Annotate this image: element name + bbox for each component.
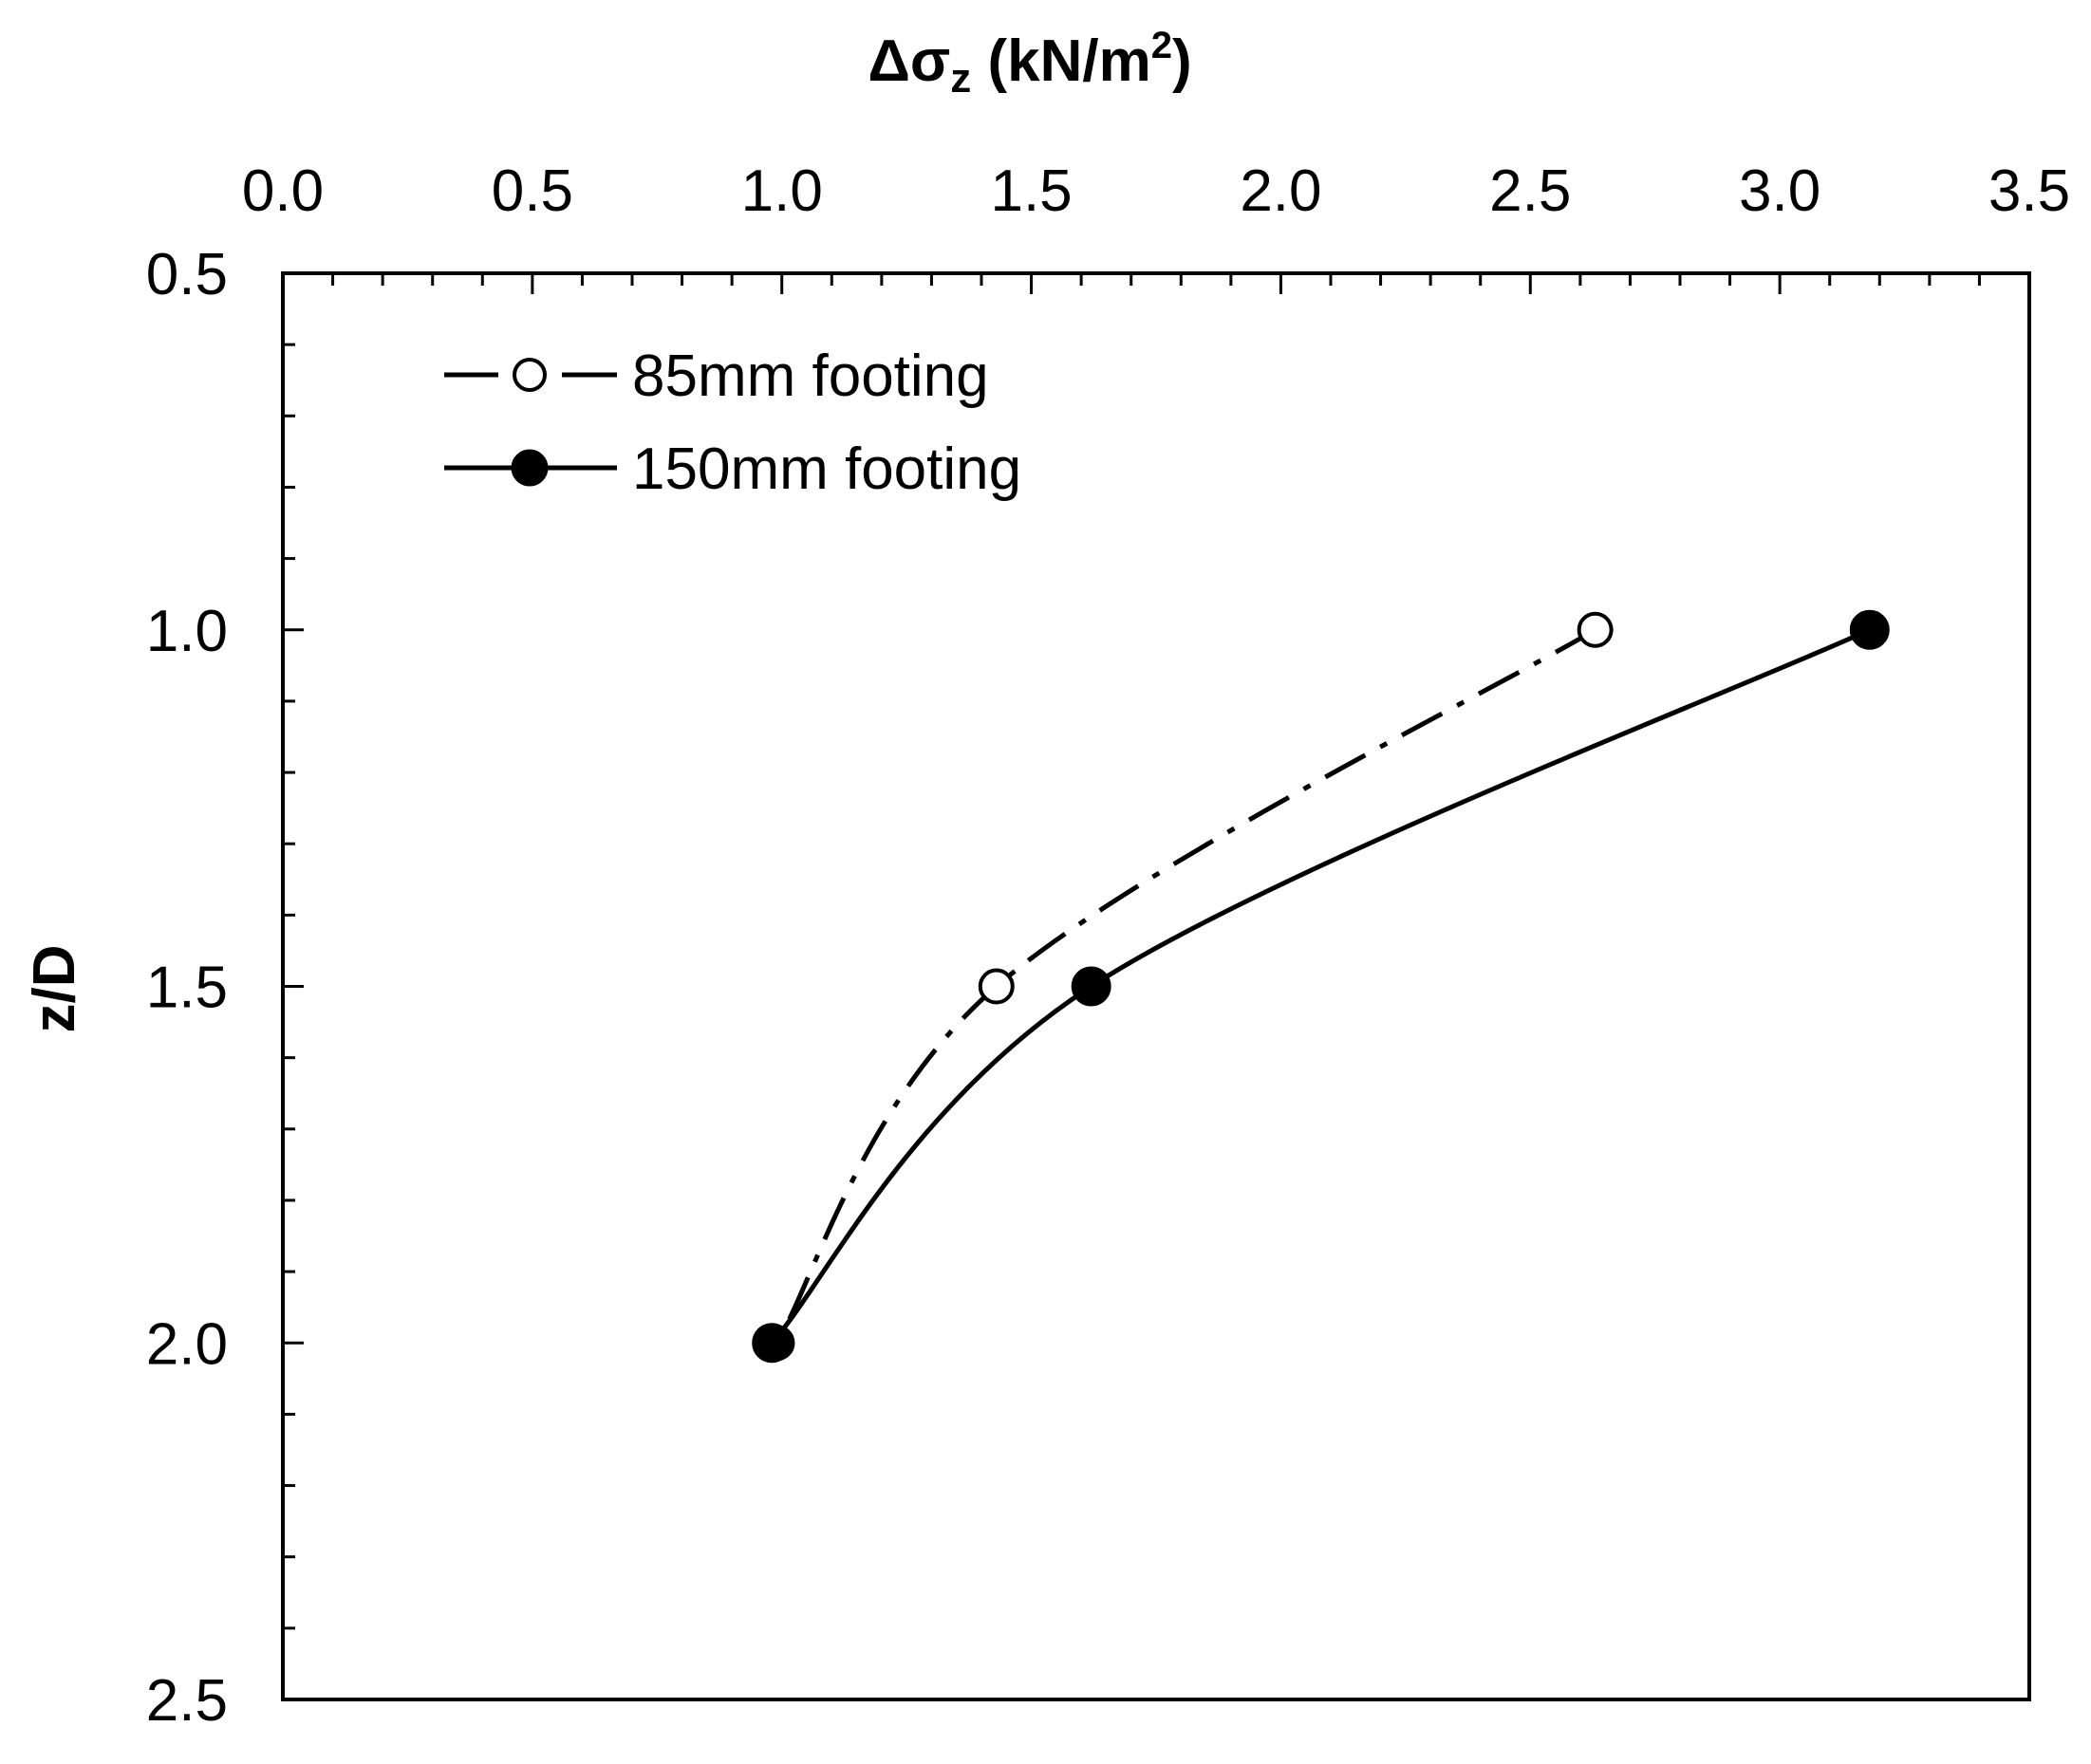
legend-marker-filled-circle — [511, 449, 549, 487]
x-tick-label: 3.0 — [1739, 158, 1820, 224]
x-tick-label: 2.0 — [1240, 158, 1321, 224]
x-tick-label: 3.5 — [1988, 158, 2070, 224]
data-point-filled — [1071, 966, 1111, 1007]
x-tick-label: 1.5 — [990, 158, 1072, 224]
x-tick-label: 1.0 — [741, 158, 823, 224]
y-tick-label: 2.5 — [146, 1668, 228, 1734]
plot-frame — [281, 271, 2031, 1701]
y-tick-label: 0.5 — [146, 242, 228, 307]
y-tick-label: 2.0 — [146, 1311, 228, 1377]
legend-item-85mm: 85mm footing — [444, 344, 989, 409]
y-tick-label: 1.5 — [146, 956, 228, 1021]
data-point-filled — [752, 1323, 793, 1364]
x-tick-label: 0.0 — [242, 158, 324, 224]
x-axis-title: Δσz (kN/m2) — [868, 25, 1191, 102]
series-line-1 — [770, 627, 1871, 1345]
legend: 85mm footing 150mm footing — [444, 344, 1021, 502]
series-line-0 — [775, 627, 1596, 1345]
series-layer — [752, 609, 1890, 1364]
ticks-layer — [281, 271, 2031, 1701]
data-point-open — [978, 968, 1015, 1005]
x-tick-labels: 0.0 0.5 1.0 1.5 2.0 2.5 3.0 3.5 — [242, 158, 2070, 224]
legend-label-85mm: 85mm footing — [632, 344, 989, 409]
legend-item-150mm: 150mm footing — [444, 436, 1021, 502]
x-tick-label: 0.5 — [492, 158, 573, 224]
data-point-open — [1577, 611, 1614, 648]
y-axis-title: z/D — [22, 945, 87, 1033]
x-axis-title-superscript: 2 — [1151, 25, 1172, 66]
data-point-filled — [1849, 609, 1890, 650]
x-tick-label: 2.5 — [1489, 158, 1571, 224]
y-tick-labels: 0.5 1.0 1.5 2.0 2.5 — [146, 242, 228, 1734]
y-tick-label: 1.0 — [146, 599, 228, 664]
legend-label-150mm: 150mm footing — [632, 436, 1021, 502]
legend-marker-open-circle — [513, 358, 547, 392]
x-axis-title-subscript: z — [950, 55, 971, 102]
